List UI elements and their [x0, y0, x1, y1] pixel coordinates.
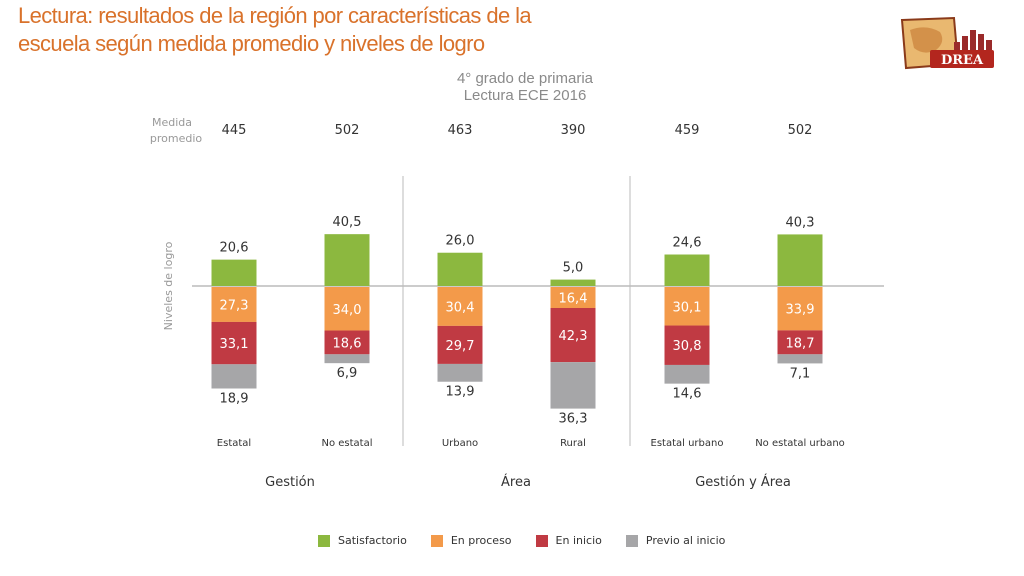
bar-en-proceso-estatal-urbano [664, 287, 710, 326]
label-en-inicio-no-estatal-urbano: 18,7 [786, 336, 815, 351]
legend: Satisfactorio En proceso En inicio Previ… [318, 534, 749, 547]
medida-label-line-1: Medida [152, 116, 192, 129]
label-previo-no-estatal-urbano: 7,1 [790, 366, 811, 381]
label-satisfactorio-rural: 5,0 [563, 261, 584, 276]
bar-previo-urbano [437, 363, 483, 382]
y-axis-label: Niveles de logro [162, 241, 175, 330]
bar-satisfactorio-estatal-urbano [664, 254, 710, 286]
title-line-1: Lectura: resultados de la región por car… [18, 3, 532, 28]
medida-value-no-estatal-urbano: 502 [788, 123, 813, 138]
bar-en-proceso-estatal [211, 287, 257, 322]
category-label-urbano: Urbano [442, 438, 478, 449]
label-satisfactorio-estatal-urbano: 24,6 [673, 236, 702, 251]
legend-label-satisfactorio: Satisfactorio [338, 534, 407, 547]
medida-value-urbano: 463 [448, 123, 473, 138]
bar-en-inicio-no-estatal-urbano [777, 330, 823, 355]
bar-previo-estatal-urbano [664, 364, 710, 384]
label-previo-estatal-urbano: 14,6 [673, 387, 702, 402]
label-en-proceso-estatal: 27,3 [220, 298, 249, 313]
medida-value-rural: 390 [561, 123, 586, 138]
bar-en-proceso-rural [550, 287, 596, 308]
legend-item-previo: Previo al inicio [625, 534, 726, 547]
bar-en-proceso-urbano [437, 287, 483, 326]
bar-previo-no-estatal [324, 354, 370, 364]
chart: Medida promedio Niveles de logro 445 20,6… [150, 116, 884, 490]
label-en-inicio-estatal-urbano: 30,8 [673, 339, 702, 354]
category-label-no-estatal-urbano: No estatal urbano [755, 438, 845, 449]
legend-item-satisfactorio: Satisfactorio [318, 534, 407, 547]
group-label-área: Área [501, 474, 531, 490]
subtitle-grade: 4° grado de primaria [456, 70, 594, 87]
bar-previo-estatal [211, 364, 257, 389]
bar-satisfactorio-no-estatal-urbano [777, 234, 823, 286]
label-en-proceso-estatal-urbano: 30,1 [673, 300, 702, 315]
title-line-2: escuela según medida promedio y niveles … [18, 31, 485, 56]
bar-en-inicio-rural [550, 307, 596, 363]
medida-value-no-estatal: 502 [335, 123, 360, 138]
category-label-rural: Rural [560, 438, 586, 449]
legend-swatch-en-proceso [430, 534, 443, 547]
label-en-inicio-rural: 42,3 [559, 329, 588, 344]
drea-logo: DREA [900, 16, 994, 70]
medida-value-estatal-urbano: 459 [675, 123, 700, 138]
bar-satisfactorio-urbano [437, 252, 483, 286]
legend-item-en-proceso: En proceso [430, 534, 512, 547]
medida-label-line-2: promedio [150, 132, 203, 145]
label-satisfactorio-estatal: 20,6 [220, 241, 249, 256]
label-previo-rural: 36,3 [559, 412, 588, 427]
bar-en-proceso-no-estatal-urbano [777, 287, 823, 331]
label-satisfactorio-urbano: 26,0 [446, 234, 475, 249]
legend-label-en-proceso: En proceso [450, 534, 512, 547]
bar-en-inicio-no-estatal [324, 330, 370, 355]
medida-value-estatal: 445 [222, 123, 247, 138]
group-label-gestión-y-área: Gestión y Área [695, 474, 791, 490]
label-satisfactorio-no-estatal: 40,5 [333, 215, 362, 230]
bar-satisfactorio-no-estatal [324, 234, 370, 286]
label-en-inicio-no-estatal: 18,6 [333, 336, 362, 351]
legend-swatch-previo [625, 534, 638, 547]
bar-en-inicio-urbano [437, 325, 483, 364]
chart-subtitle: 4° grado de primaria Lectura ECE 2016 [400, 70, 650, 104]
label-en-proceso-rural: 16,4 [559, 291, 588, 306]
label-en-proceso-no-estatal-urbano: 33,9 [786, 303, 815, 318]
category-label-estatal: Estatal [217, 438, 251, 449]
label-en-proceso-no-estatal: 34,0 [333, 303, 362, 318]
bar-previo-no-estatal-urbano [777, 354, 823, 364]
group-label-gestión: Gestión [265, 475, 315, 490]
bar-satisfactorio-estatal [211, 259, 257, 286]
label-previo-no-estatal: 6,9 [337, 366, 358, 381]
bar-en-inicio-estatal [211, 321, 257, 365]
bar-en-proceso-no-estatal [324, 287, 370, 331]
label-previo-urbano: 13,9 [446, 385, 475, 400]
label-en-inicio-urbano: 29,7 [446, 339, 475, 354]
label-satisfactorio-no-estatal-urbano: 40,3 [786, 215, 815, 230]
label-en-inicio-estatal: 33,1 [220, 337, 249, 352]
legend-item-en-inicio: En inicio [535, 534, 602, 547]
legend-swatch-satisfactorio [318, 534, 330, 547]
page-title: Lectura: resultados de la región por car… [18, 2, 618, 58]
subtitle-exam: Lectura ECE 2016 [463, 87, 587, 104]
category-label-no-estatal: No estatal [321, 438, 372, 449]
category-label-estatal-urbano: Estatal urbano [651, 438, 724, 449]
legend-label-en-inicio: En inicio [555, 534, 602, 547]
label-en-proceso-urbano: 30,4 [446, 300, 475, 315]
legend-label-previo: Previo al inicio [645, 534, 726, 547]
legend-swatch-en-inicio [535, 534, 548, 547]
logo-text: DREA [941, 53, 984, 68]
label-previo-estatal: 18,9 [220, 392, 249, 407]
bar-previo-rural [550, 362, 596, 409]
bar-satisfactorio-rural [550, 279, 596, 286]
bar-en-inicio-estatal-urbano [664, 325, 710, 365]
